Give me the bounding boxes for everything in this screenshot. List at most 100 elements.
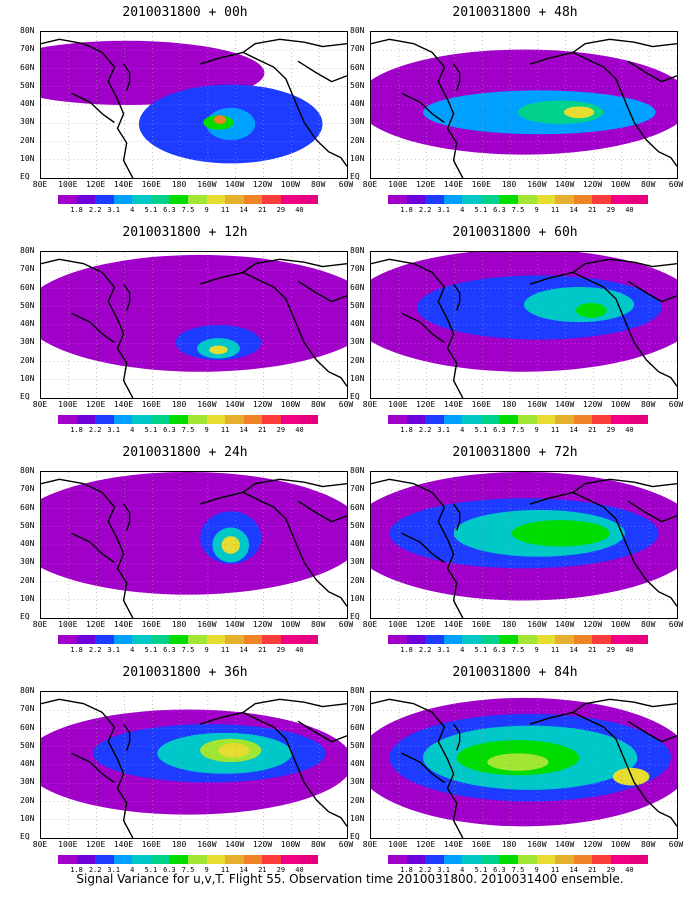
longitude-label: 180 [171, 620, 187, 629]
longitude-label: 100E [388, 840, 408, 849]
longitude-label: 120E [415, 180, 436, 189]
latitude-label: 10N [20, 594, 35, 603]
colorbar-label: 6.3 [163, 866, 176, 874]
colorbar-swatch [113, 635, 133, 644]
coastline [453, 283, 461, 311]
latitude-label: 50N [20, 741, 35, 750]
map-panel: 2010031800 + 36h 80N 70N 60N 50N 40N 30N 20N 10N… [20, 665, 354, 875]
longitude-label: 140W [225, 400, 245, 409]
colorbar-swatch [150, 415, 170, 424]
longitude-label: 160E [141, 620, 161, 629]
colorbar-label: 7.5 [511, 646, 525, 654]
longitude-label: 140E [113, 620, 134, 629]
latitude-label: 10N [20, 374, 35, 383]
longitude-label: 80E [32, 400, 48, 409]
map-panel: 2010031800 + 12h 80N 70N 60N 50N 40N 30N 20N 10N… [20, 225, 354, 435]
panel-title: 2010031800 + 84h [452, 665, 578, 680]
latitude-label: 70N [20, 265, 35, 274]
colorbar-swatch [443, 855, 463, 864]
latitude-label: 60N [20, 63, 35, 72]
longitude-label: 140W [555, 400, 575, 409]
colorbar-swatch [113, 855, 133, 864]
map-plot [40, 251, 348, 399]
colorbar-label: 1.8 [70, 646, 83, 654]
colorbar-label: 2.2 [88, 866, 102, 874]
longitude-label: 140W [225, 180, 245, 189]
colorbar-swatch [113, 415, 133, 424]
coastline [453, 723, 461, 751]
colorbar-label: 9 [534, 866, 539, 874]
colorbar-swatch [462, 195, 481, 204]
colorbar-swatch [629, 855, 649, 864]
latitude-label: 30N [20, 338, 35, 347]
colorbar-label: 40 [295, 206, 304, 214]
colorbar-swatch [280, 635, 300, 644]
latitude-label: 50N [350, 301, 365, 310]
colorbar-swatch [132, 635, 151, 644]
colorbar-label: 3.1 [437, 206, 451, 214]
colorbar-swatch [58, 415, 77, 424]
longitude-label: 120W [582, 400, 603, 409]
variance-contour [576, 303, 607, 318]
colorbar-label: 9 [204, 206, 209, 214]
colorbar-label: 1.8 [70, 206, 83, 214]
colorbar-label: 5.1 [474, 426, 488, 434]
colorbar-label: 4 [460, 646, 465, 654]
panel-title: 2010031800 + 36h [122, 665, 248, 680]
colorbar-swatch [206, 415, 226, 424]
coastline [297, 60, 347, 83]
colorbar-swatch [225, 415, 244, 424]
colorbar-label: 7.5 [511, 426, 525, 434]
colorbar-label: 40 [625, 646, 634, 654]
colorbar-label: 14 [239, 206, 248, 214]
longitude-label: 80W [310, 840, 326, 849]
longitude-label: 160W [197, 620, 217, 629]
longitude-label: 60W [338, 620, 354, 629]
colorbar-swatch [388, 635, 407, 644]
coastline [123, 723, 131, 751]
latitude-label: 40N [350, 540, 365, 548]
colorbar-swatch [95, 855, 114, 864]
colorbar-swatch [462, 855, 481, 864]
latitude-label: 30N [350, 778, 365, 787]
longitude-label: 60W [338, 400, 354, 409]
colorbar-swatch [425, 195, 444, 204]
variance-contour [41, 472, 347, 595]
longitude-label: 60W [338, 840, 354, 849]
colorbar-swatch [188, 635, 207, 644]
panel-title: 2010031800 + 00h [122, 5, 248, 20]
colorbar-swatch [629, 195, 649, 204]
coastline [123, 283, 131, 311]
longitude-label: 100E [58, 400, 78, 409]
colorbar-swatch [388, 195, 407, 204]
latitude-label: 30N [350, 338, 365, 347]
colorbar-label: 21 [588, 206, 597, 214]
longitude-label: 140W [555, 180, 575, 189]
map-svg [371, 692, 677, 838]
colorbar-swatch [555, 855, 574, 864]
colorbar-swatch [629, 415, 649, 424]
latitude-label: EQ [20, 613, 30, 621]
colorbar-label: 5.1 [144, 866, 158, 874]
colorbar-label: 7.5 [511, 866, 525, 874]
map-plot [370, 471, 678, 619]
colorbar-label: 3.1 [107, 206, 121, 214]
coastline [529, 51, 677, 167]
colorbar-swatch [518, 855, 537, 864]
longitude-label: 120W [252, 840, 273, 849]
latitude-label: 40N [350, 100, 365, 108]
map-panel: 2010031800 + 24h 80N 70N 60N 50N 40N 30N 20N 10N… [20, 445, 354, 655]
longitude-label: 140E [443, 400, 464, 409]
coastline [627, 280, 677, 303]
longitude-label: 100W [610, 180, 630, 189]
colorbar-label: 11 [220, 646, 230, 654]
colorbar-label: 4 [130, 646, 135, 654]
colorbar-swatch [188, 855, 207, 864]
colorbar-swatch [262, 415, 281, 424]
colorbar-label: 6.3 [493, 206, 506, 214]
colorbar-swatch [132, 195, 151, 204]
coastline [297, 280, 347, 303]
longitude-label: 160W [527, 840, 547, 849]
colorbar [58, 195, 319, 204]
map-svg [41, 252, 347, 398]
